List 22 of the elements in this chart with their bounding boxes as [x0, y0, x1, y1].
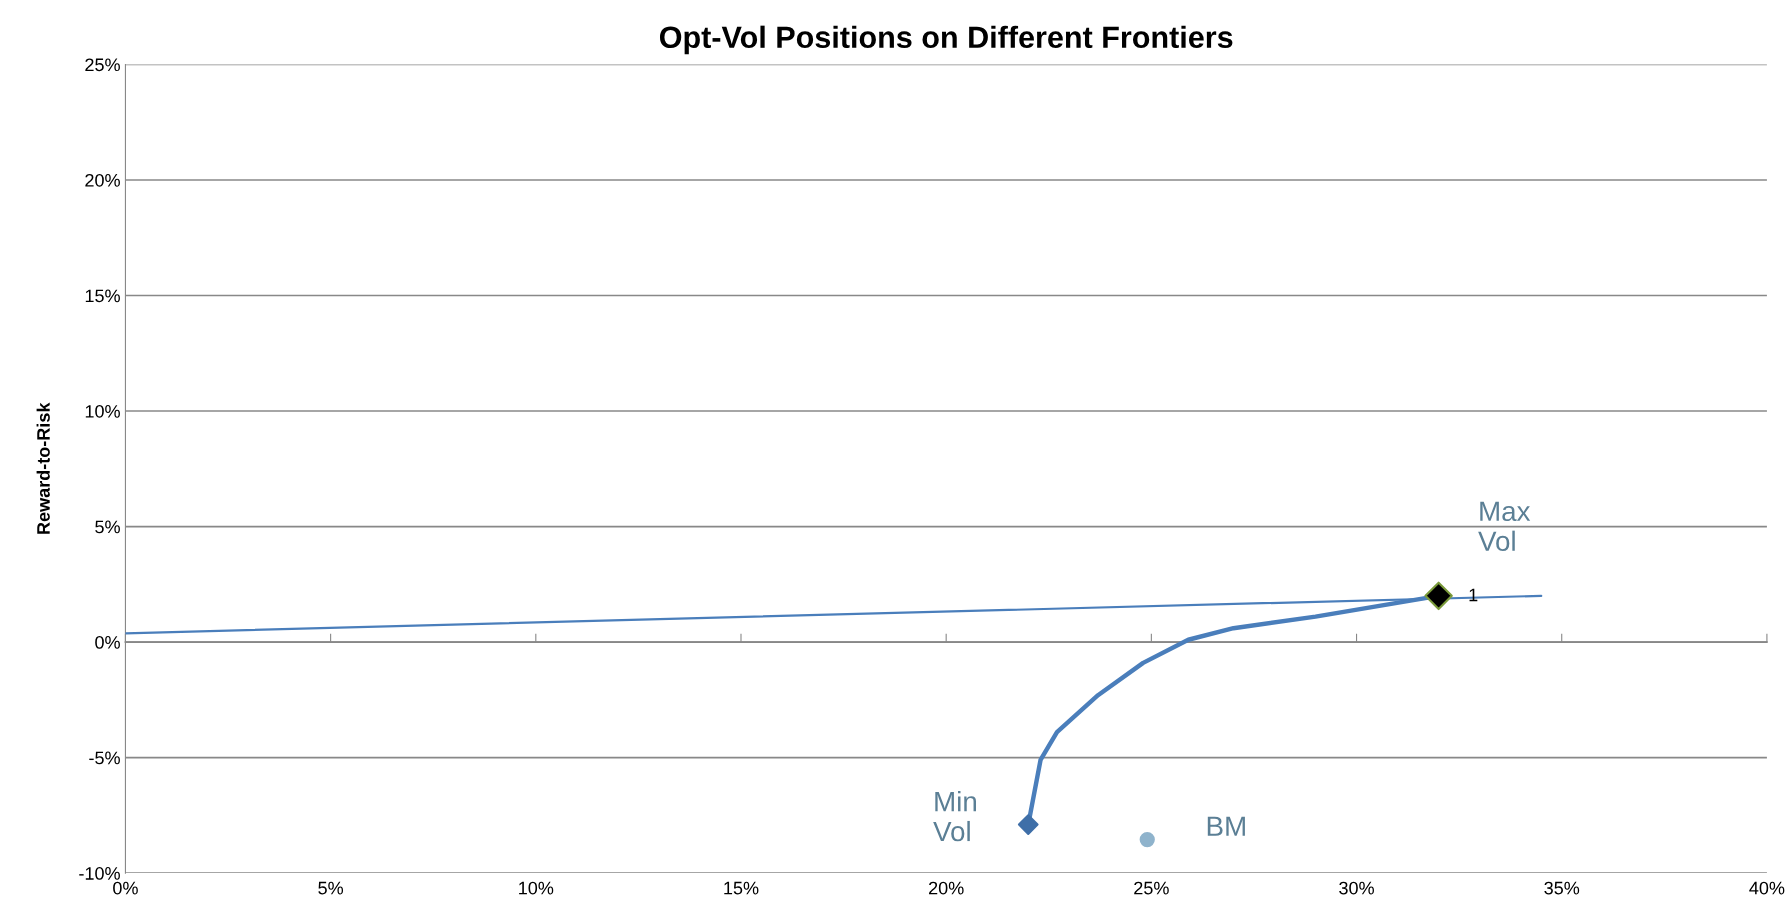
x-tick-label: 20% — [929, 881, 964, 895]
x-tick-label: 35% — [1544, 881, 1580, 895]
annotation: Min Vol — [933, 791, 976, 842]
x-tick-label: 10% — [519, 881, 554, 895]
x-tick-label: 25% — [1134, 881, 1169, 895]
y-tick-label: -5% — [89, 751, 120, 765]
annotation: BM — [1207, 816, 1245, 836]
y-tick-label: 20% — [85, 173, 120, 187]
chart-title: Opt-Vol Positions on Different Frontiers — [659, 25, 1233, 55]
y-tick-label: 10% — [85, 404, 120, 418]
x-tick-label: 15% — [724, 881, 759, 895]
x-tick-label: 5% — [318, 881, 344, 895]
x-tick-label: 40% — [1749, 881, 1785, 895]
y-tick-label: 0% — [95, 636, 120, 649]
x-tick-label: 30% — [1339, 881, 1374, 895]
annotation: Max Vol — [1478, 501, 1531, 552]
y-tick-label: 15% — [85, 289, 120, 303]
y-tick-label: 5% — [95, 520, 120, 534]
y-axis-title: Reward-to-Risk — [36, 402, 50, 534]
x-tick-label: 0% — [113, 881, 138, 895]
y-tick-label: -10% — [79, 867, 120, 880]
y-tick-label: 25% — [85, 58, 120, 72]
